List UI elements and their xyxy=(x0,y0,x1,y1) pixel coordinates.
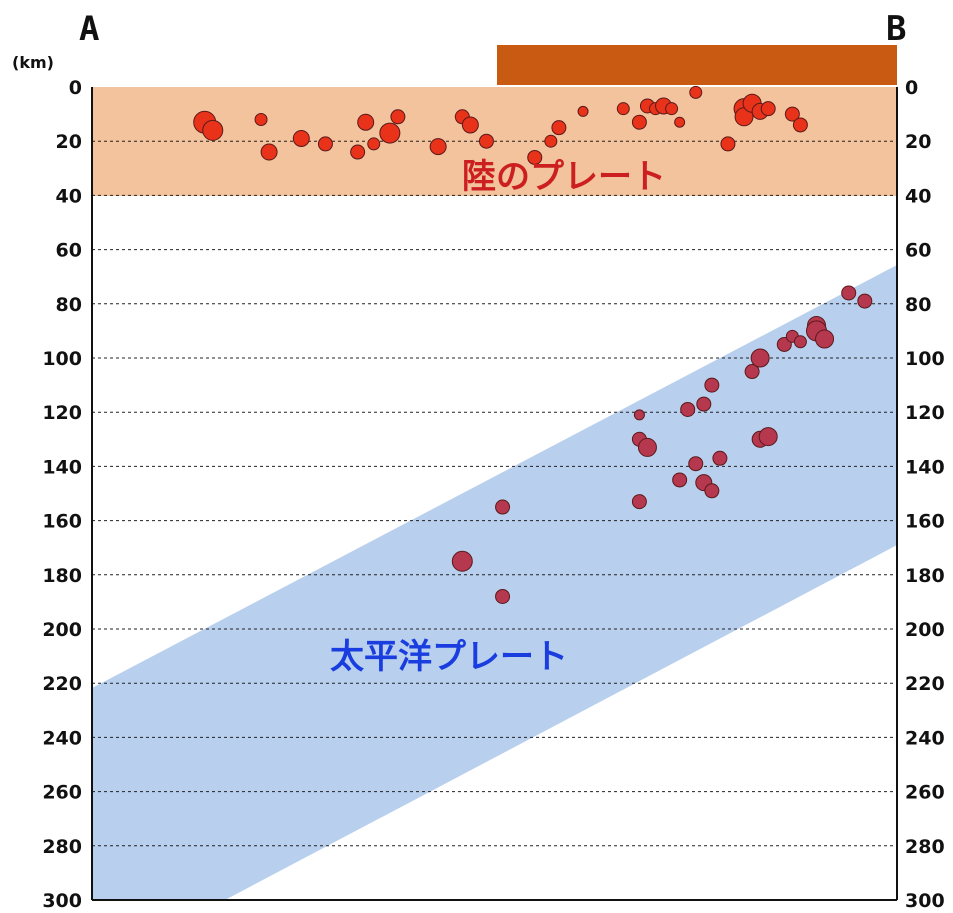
shallow-earthquake-point xyxy=(367,137,381,151)
depth-tick-label: 280 xyxy=(42,836,82,858)
shallow-earthquake-point xyxy=(478,133,494,149)
deep-earthquake-point xyxy=(744,364,760,380)
right-depth-ticks: 0 20 40 60 80 100 120 140 160 180 200 220 240 260 280 3… xyxy=(905,77,945,912)
depth-tick-label: 300 xyxy=(42,890,82,912)
deep-earthquake-point xyxy=(688,456,704,472)
deep-earthquake-point xyxy=(704,483,720,499)
depth-tick-label: 200 xyxy=(905,619,945,641)
depth-tick-label: 140 xyxy=(905,456,945,478)
depth-tick-label: 160 xyxy=(905,511,945,533)
shallow-earthquake-point xyxy=(357,113,375,131)
deep-earthquake-point xyxy=(815,329,835,349)
depth-tick-label: 0 xyxy=(905,77,918,99)
deep-earthquake-point xyxy=(712,450,728,466)
depth-tick-label: 20 xyxy=(905,131,931,153)
shallow-earthquake-point xyxy=(254,113,268,127)
deep-earthquake-point xyxy=(696,396,712,412)
depth-tick-label: 260 xyxy=(42,782,82,804)
shallow-earthquake-point xyxy=(577,105,589,117)
depth-tick-label: 60 xyxy=(905,240,931,262)
shallow-earthquake-point xyxy=(390,109,406,125)
shallow-earthquake-point xyxy=(429,138,447,156)
depth-tick-label: 120 xyxy=(905,402,945,424)
depth-tick-label: 40 xyxy=(905,185,931,207)
earthquake-hypocenters xyxy=(193,85,873,604)
shallow-earthquake-point xyxy=(350,144,366,160)
deep-earthquake-point xyxy=(857,293,873,309)
depth-tick-label: 240 xyxy=(905,727,945,749)
shallow-earthquake-point xyxy=(689,85,703,99)
deep-earthquake-point xyxy=(841,285,857,301)
depth-tick-label: 100 xyxy=(42,348,82,370)
point-a-label: A xyxy=(79,9,99,49)
depth-gridlines xyxy=(92,140,897,847)
deep-earthquake-point xyxy=(680,401,696,417)
deep-earthquake-point xyxy=(495,499,511,515)
shallow-earthquake-point xyxy=(720,136,736,152)
land-bar xyxy=(497,45,897,85)
deep-earthquake-point xyxy=(633,409,645,421)
shallow-earthquake-point xyxy=(379,122,401,144)
depth-tick-label: 60 xyxy=(56,240,82,262)
depth-tick-label: 220 xyxy=(42,673,82,695)
deep-earthquake-point xyxy=(631,494,647,510)
shallow-earthquake-point xyxy=(260,143,278,161)
deep-earthquake-point xyxy=(750,348,770,368)
depth-tick-label: 300 xyxy=(905,890,945,912)
shallow-earthquake-point xyxy=(202,119,224,141)
depth-tick-label: 240 xyxy=(42,727,82,749)
depth-tick-label: 0 xyxy=(69,77,82,99)
left-depth-ticks: 0 20 40 60 80 100 120 140 160 180 200 220 240 260 280 3… xyxy=(42,77,82,912)
shallow-earthquake-point xyxy=(784,106,800,122)
shallow-earthquake-point xyxy=(461,116,479,134)
depth-tick-label: 40 xyxy=(56,185,82,207)
deep-earthquake-point xyxy=(758,427,778,447)
shallow-earthquake-point xyxy=(674,116,686,128)
depth-tick-label: 280 xyxy=(905,836,945,858)
depth-tick-label: 20 xyxy=(56,131,82,153)
continental-plate-label: 陸のプレート xyxy=(462,157,666,197)
depth-tick-label: 260 xyxy=(905,782,945,804)
depth-tick-label: 220 xyxy=(905,673,945,695)
shallow-earthquake-point xyxy=(665,102,679,116)
deep-earthquake-point xyxy=(495,588,511,604)
depth-tick-label: 140 xyxy=(42,456,82,478)
deep-earthquake-point xyxy=(451,550,473,572)
deep-earthquake-point xyxy=(704,377,720,393)
depth-unit-label: (km) xyxy=(12,53,54,72)
depth-tick-label: 80 xyxy=(905,294,931,316)
shallow-earthquake-point xyxy=(527,149,543,165)
depth-tick-label: 180 xyxy=(42,565,82,587)
shallow-earthquake-point xyxy=(760,101,776,117)
shallow-earthquake-point xyxy=(292,129,310,147)
shallow-earthquake-point xyxy=(792,117,808,133)
depth-tick-label: 80 xyxy=(56,294,82,316)
deep-earthquake-point xyxy=(672,472,688,488)
deep-earthquake-point xyxy=(793,335,807,349)
pacific-plate-label: 太平洋プレート xyxy=(330,637,568,677)
shallow-earthquake-point xyxy=(551,120,567,136)
deep-earthquake-point xyxy=(637,437,657,457)
depth-tick-label: 120 xyxy=(42,402,82,424)
depth-tick-label: 180 xyxy=(905,565,945,587)
depth-tick-label: 160 xyxy=(42,511,82,533)
shallow-earthquake-point xyxy=(317,136,333,152)
depth-tick-label: 200 xyxy=(42,619,82,641)
pacific-plate-band xyxy=(92,265,897,900)
point-b-label: B xyxy=(886,9,906,49)
shallow-earthquake-point xyxy=(616,102,630,116)
shallow-earthquake-point xyxy=(631,114,647,130)
shallow-earthquake-point xyxy=(544,134,558,148)
depth-tick-label: 100 xyxy=(905,348,945,370)
